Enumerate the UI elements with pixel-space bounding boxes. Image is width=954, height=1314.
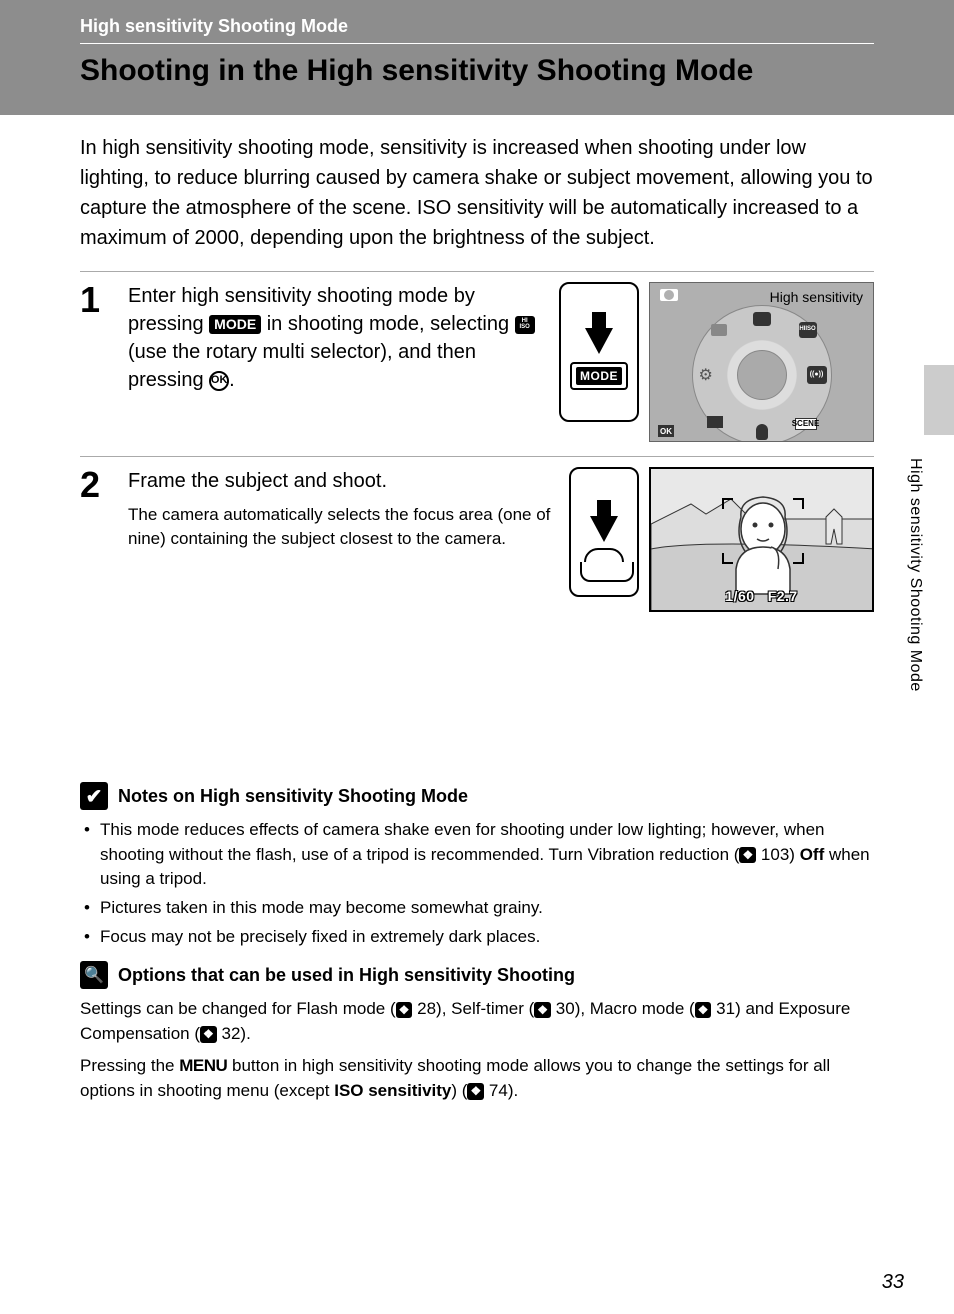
text: (use the rotary multi selector), and the… xyxy=(128,341,476,391)
scene-icon: SCENE xyxy=(795,418,817,430)
xref-icon: ❖ xyxy=(396,1002,413,1018)
list-item: Pictures taken in this mode may become s… xyxy=(80,896,874,921)
dial-header: High sensitivity xyxy=(770,289,863,305)
step-2: 2 Frame the subject and shoot. The camer… xyxy=(80,467,874,612)
divider xyxy=(80,456,874,457)
notes-heading-1: ✔ Notes on High sensitivity Shooting Mod… xyxy=(80,782,874,810)
voice-icon xyxy=(756,424,768,440)
note-para-1: Settings can be changed for Flash mode (… xyxy=(80,997,874,1046)
notes-heading-2: 🔍 Options that can be used in High sensi… xyxy=(80,961,874,989)
menu-text: MENU xyxy=(179,1056,227,1075)
dial-wheel: HIISO ((●)) SCENE ⚙ xyxy=(692,305,832,442)
arrow-down-icon xyxy=(585,328,613,354)
xref-icon: ❖ xyxy=(739,847,756,863)
hi-iso-icon: HIISO xyxy=(799,322,817,338)
dial-diagram: High sensitivity HIISO ((●)) SCENE ⚙ OK xyxy=(649,282,874,442)
step-title: Frame the subject and shoot. xyxy=(128,467,551,495)
step-subtext: The camera automatically selects the foc… xyxy=(128,503,551,551)
content: In high sensitivity shooting mode, sensi… xyxy=(0,115,954,1104)
step-number: 2 xyxy=(80,467,110,612)
mode-badge-icon: MODE xyxy=(209,315,261,334)
header-bar: High sensitivity Shooting Mode Shooting … xyxy=(0,0,954,115)
step-1-text: Enter high sensitivity shooting mode by … xyxy=(128,282,541,442)
mode-label: MODE xyxy=(570,362,628,390)
page-title: Shooting in the High sensitivity Shootin… xyxy=(80,54,954,88)
notes-list: This mode reduces effects of camera shak… xyxy=(80,818,874,949)
side-label: High sensitivity Shooting Mode xyxy=(906,458,924,692)
step-1: 1 Enter high sensitivity shooting mode b… xyxy=(80,282,874,442)
note-para-2: Pressing the MENU button in high sensiti… xyxy=(80,1054,874,1103)
breadcrumb: High sensitivity Shooting Mode xyxy=(80,16,874,44)
heading-text: Notes on High sensitivity Shooting Mode xyxy=(118,786,468,807)
preview-diagram: 1/60 F2.7 xyxy=(649,467,874,612)
xref-icon: ❖ xyxy=(534,1002,551,1018)
check-icon: ✔ xyxy=(80,782,108,810)
text: in shooting mode, selecting xyxy=(267,313,515,335)
xref-icon: ❖ xyxy=(200,1026,217,1042)
ok-indicator: OK xyxy=(658,425,674,437)
movie-icon xyxy=(707,416,723,428)
side-tab xyxy=(924,365,954,435)
mode-button-diagram: MODE xyxy=(559,282,639,422)
step-2-diagrams: 1/60 F2.7 xyxy=(569,467,874,612)
xref-icon: ❖ xyxy=(467,1083,484,1099)
camera-mode-icon xyxy=(753,312,771,326)
magnify-icon: 🔍 xyxy=(80,961,108,989)
intro-text: In high sensitivity shooting mode, sensi… xyxy=(80,133,874,253)
aperture: F2.7 xyxy=(768,588,798,604)
step-1-diagrams: MODE High sensitivity HIISO ((●)) SCENE … xyxy=(559,282,874,442)
notes-section: ✔ Notes on High sensitivity Shooting Mod… xyxy=(80,782,874,1104)
divider xyxy=(80,271,874,272)
auto-icon xyxy=(711,324,727,336)
preview-readout: 1/60 F2.7 xyxy=(651,588,872,604)
shutter-speed: 1/60 xyxy=(725,588,754,604)
step-2-text: Frame the subject and shoot. The camera … xyxy=(128,467,551,612)
page-number: 33 xyxy=(882,1271,904,1294)
heading-text: Options that can be used in High sensiti… xyxy=(118,965,575,986)
xref-icon: ❖ xyxy=(695,1002,712,1018)
setup-icon: ⚙ xyxy=(699,365,713,385)
text: . xyxy=(229,369,235,391)
camera-icon xyxy=(660,289,678,301)
hi-iso-icon: HIISO xyxy=(515,316,535,334)
shutter-diagram xyxy=(569,467,639,597)
finger-icon xyxy=(584,548,624,574)
step-number: 1 xyxy=(80,282,110,442)
ok-button-icon: OK xyxy=(209,371,229,391)
arrow-down-icon xyxy=(590,516,618,542)
anti-shake-icon: ((●)) xyxy=(807,366,827,384)
list-item: This mode reduces effects of camera shak… xyxy=(80,818,874,892)
dial-center xyxy=(737,350,787,400)
list-item: Focus may not be precisely fixed in extr… xyxy=(80,925,874,950)
